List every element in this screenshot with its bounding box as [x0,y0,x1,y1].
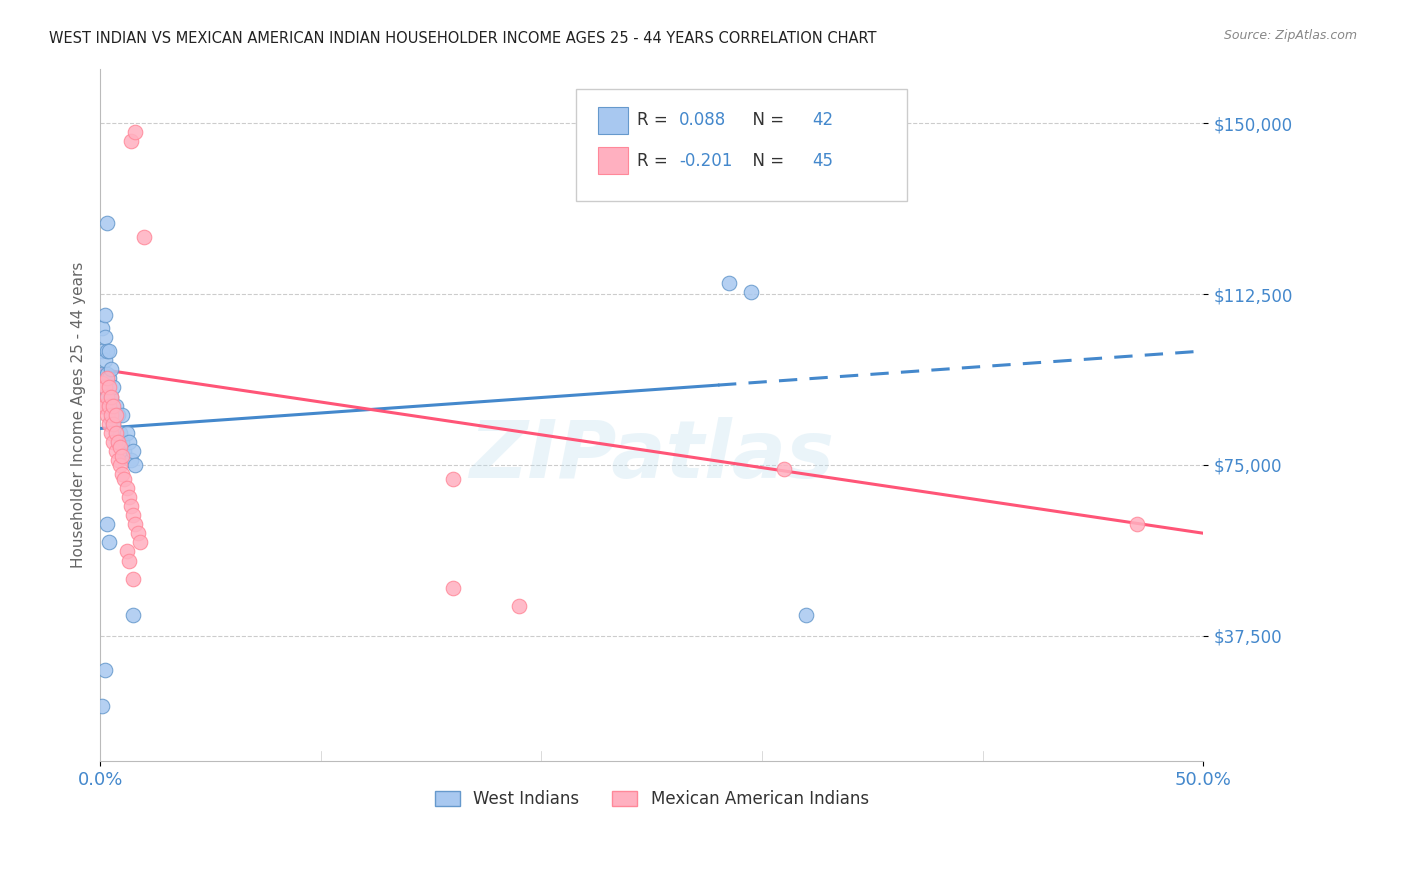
Point [91,344,114,359]
Text: R =: R = [637,152,673,169]
Point [93,353,115,368]
Point [97,399,120,413]
Point [104,425,127,440]
Point [100,425,122,440]
Point [96,371,118,385]
Point [108,425,131,440]
Point [96,390,118,404]
Point [96,216,118,230]
Point [93,399,115,413]
Point [122,444,145,458]
Text: N =: N = [742,112,790,129]
Text: N =: N = [742,152,790,169]
Point [134,230,156,244]
Point [107,453,129,467]
Point [103,417,125,431]
Point [107,435,129,450]
Point [91,367,114,381]
Text: 42: 42 [813,112,834,129]
Point [120,135,142,149]
Point [115,425,138,440]
Point [104,408,127,422]
Text: Source: ZipAtlas.com: Source: ZipAtlas.com [1223,29,1357,42]
Point [111,435,134,450]
Point [118,435,141,450]
Point [91,321,114,335]
Point [91,699,114,714]
Legend: West Indians, Mexican American Indians: West Indians, Mexican American Indians [427,784,876,815]
Point [118,490,141,504]
Point [104,425,127,440]
Point [108,440,131,454]
Point [97,417,120,431]
Point [127,526,149,541]
Point [97,371,120,385]
Point [1126,517,1149,532]
Point [124,125,146,139]
Point [104,444,127,458]
Point [96,344,118,359]
Point [508,599,530,614]
Point [97,380,120,394]
Point [93,663,115,677]
Point [773,462,796,476]
Point [100,390,122,404]
Point [107,408,129,422]
Point [97,535,120,549]
Point [112,444,135,458]
Point [120,453,142,467]
Point [794,608,817,623]
Point [96,367,118,381]
Point [111,408,134,422]
Point [93,330,115,344]
Point [97,344,120,359]
Point [103,417,125,431]
Point [103,380,125,394]
Point [115,481,138,495]
Point [108,458,131,472]
Point [128,535,150,549]
Text: 45: 45 [813,152,834,169]
Point [91,376,114,390]
Point [107,435,129,450]
Point [100,362,122,376]
Text: ZIPatlas: ZIPatlas [470,417,834,495]
Point [104,399,127,413]
Text: R =: R = [637,112,673,129]
Point [124,458,146,472]
Point [100,390,122,404]
Point [111,449,134,463]
Point [112,472,135,486]
Point [115,544,138,558]
Point [120,499,142,513]
Point [96,408,118,422]
Point [97,399,120,413]
Point [124,517,146,532]
Text: 0.088: 0.088 [679,112,727,129]
Point [91,399,114,413]
Point [718,276,741,290]
Point [91,399,114,413]
Point [103,435,125,450]
Point [100,408,122,422]
Point [122,572,145,586]
Point [93,380,115,394]
Point [96,390,118,404]
Point [96,517,118,532]
Point [740,285,762,299]
Text: WEST INDIAN VS MEXICAN AMERICAN INDIAN HOUSEHOLDER INCOME AGES 25 - 44 YEARS COR: WEST INDIAN VS MEXICAN AMERICAN INDIAN H… [49,31,877,46]
Point [103,399,125,413]
Point [441,581,464,595]
Point [122,608,145,623]
Point [93,380,115,394]
Y-axis label: Householder Income Ages 25 - 44 years: Householder Income Ages 25 - 44 years [72,261,86,568]
Point [441,472,464,486]
Point [100,412,122,426]
Point [111,467,134,481]
Point [93,308,115,322]
Text: -0.201: -0.201 [679,152,733,169]
Point [122,508,145,522]
Point [118,553,141,567]
